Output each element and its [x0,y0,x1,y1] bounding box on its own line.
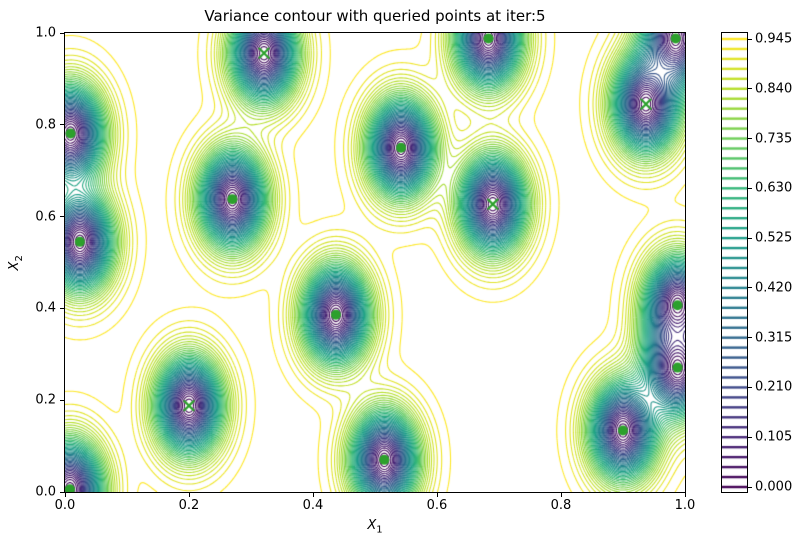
x-tick-mark [64,493,66,497]
y-tick-mark [60,399,64,401]
colorbar-tick-mark [748,436,752,438]
colorbar-tick-label: 0.000 [755,479,793,495]
colorbar-tick-label: 0.210 [755,379,793,395]
plot-area [64,32,686,493]
y-tick-mark [60,491,64,493]
colorbar-tick-mark [748,486,752,488]
colorbar-tick-mark [748,187,752,189]
colorbar-tick-mark [748,287,752,289]
y-tick-mark [60,307,64,309]
colorbar-tick-label: 0.840 [755,81,793,97]
x-tick-mark [188,493,190,497]
y-tick-mark [60,32,64,34]
y-tick-label: 0.0 [35,484,56,500]
x-axis-label: X1 [367,518,383,536]
colorbar-tick-label: 0.630 [755,180,793,196]
colorbar-tick-label: 0.525 [755,230,793,246]
colorbar-tick-label: 0.945 [755,31,793,47]
colorbar-tick-label: 0.315 [755,330,793,346]
x-tick-mark [436,493,438,497]
y-tick-label: 0.8 [35,117,56,133]
colorbar-tick-mark [748,88,752,90]
y-tick-label: 1.0 [35,25,56,41]
plot-title: Variance contour with queried points at … [204,7,546,25]
colorbar-tick-mark [748,337,752,339]
colorbar-tick-label: 0.735 [755,131,793,147]
y-tick-label: 0.4 [35,300,56,316]
colorbar-tick-mark [748,38,752,40]
colorbar-tick-label: 0.105 [755,429,793,445]
x-tick-label: 0.2 [178,498,200,513]
contour-canvas [65,33,685,492]
x-tick-mark [560,493,562,497]
colorbar [721,32,748,493]
x-tick-mark [312,493,314,497]
x-tick-label: 1.0 [674,498,696,513]
y-tick-mark [60,216,64,218]
x-tick-label: 0.4 [302,498,324,513]
y-axis-label: X2 [7,255,25,271]
colorbar-canvas [722,33,747,492]
colorbar-tick-label: 0.420 [755,280,793,296]
y-tick-mark [60,124,64,126]
colorbar-tick-mark [748,386,752,388]
y-tick-label: 0.2 [35,392,56,408]
colorbar-tick-mark [748,138,752,140]
colorbar-tick-mark [748,237,752,239]
x-tick-label: 0.0 [54,498,76,513]
x-tick-label: 0.8 [550,498,572,513]
x-tick-label: 0.6 [426,498,448,513]
x-tick-mark [684,493,686,497]
y-tick-label: 0.6 [35,209,56,225]
